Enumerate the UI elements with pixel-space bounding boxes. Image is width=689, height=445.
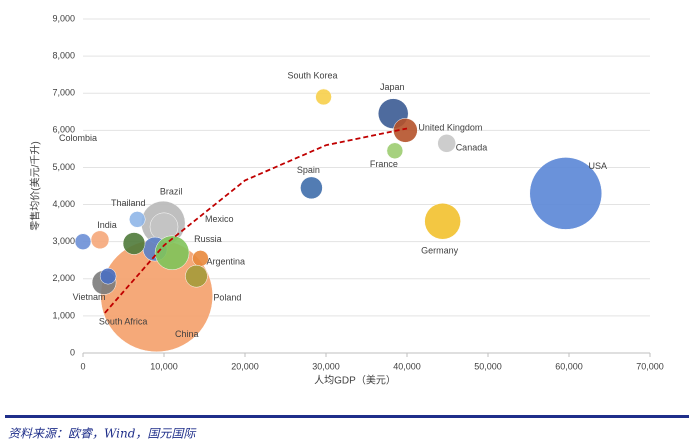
- bubble: [129, 211, 146, 228]
- bubble-label: Vietnam: [73, 292, 106, 302]
- bubble: [437, 134, 456, 153]
- y-tick-label: 3,000: [52, 236, 75, 246]
- bubble: [424, 203, 461, 240]
- x-axis-label: 人均GDP（美元）: [314, 374, 396, 387]
- x-tick-label: 0: [80, 361, 85, 371]
- bubble-label: Brazil: [160, 186, 183, 196]
- bubble-label: South Africa: [99, 317, 148, 327]
- bubble: [99, 267, 117, 285]
- x-tick-label: 50,000: [474, 361, 502, 371]
- bubble: [122, 232, 146, 255]
- y-tick-label: 9,000: [52, 13, 75, 23]
- bubble-label: Colombia: [59, 133, 97, 143]
- y-tick-label: 6,000: [52, 125, 75, 135]
- bubble-label: United Kingdom: [418, 123, 482, 133]
- y-tick-label: 5,000: [52, 162, 75, 172]
- bubble-label: Canada: [456, 143, 488, 153]
- bubble: [74, 233, 92, 250]
- x-tick-label: 10,000: [150, 361, 178, 371]
- bubble: [529, 157, 603, 230]
- bubble: [90, 230, 110, 250]
- bubble-label: Mexico: [205, 214, 234, 224]
- x-tick-label: 60,000: [555, 361, 583, 371]
- bubble: [386, 142, 404, 159]
- y-tick-label: 7,000: [52, 88, 75, 98]
- x-tick-label: 40,000: [393, 361, 421, 371]
- bubble-label: China: [175, 329, 199, 339]
- bubble-label: Russia: [194, 234, 222, 244]
- bubble: [154, 235, 190, 271]
- y-tick-label: 2,000: [52, 273, 75, 283]
- bubble-label: India: [97, 220, 117, 230]
- bubble-label: Argentina: [206, 257, 245, 267]
- bubble-label: South Korea: [288, 70, 338, 80]
- y-tick-label: 1,000: [52, 310, 75, 320]
- bubble-label: France: [370, 159, 398, 169]
- bubble-label: Spain: [297, 165, 320, 175]
- x-tick-label: 30,000: [312, 361, 340, 371]
- bubble: [300, 176, 323, 200]
- source-note: 资料来源：欧睿，Wind，国元国际: [8, 427, 197, 441]
- divider: [5, 415, 689, 418]
- x-tick-label: 70,000: [636, 361, 664, 371]
- bubble-label: Japan: [380, 82, 405, 92]
- y-axis-label: 零售均价(美元/千升): [29, 141, 42, 230]
- y-tick-label: 4,000: [52, 199, 75, 209]
- bubble: [315, 88, 332, 106]
- bubble: [393, 118, 418, 143]
- y-tick-label: 8,000: [52, 50, 75, 60]
- bubble-label: USA: [589, 161, 608, 171]
- trendline: [104, 127, 408, 314]
- bubble-label: Thailand: [111, 198, 146, 208]
- x-tick-label: 20,000: [231, 361, 259, 371]
- bubble: [185, 264, 208, 288]
- bubble-label: Germany: [421, 246, 459, 256]
- y-tick-label: 0: [70, 347, 75, 357]
- bubble-label: Poland: [213, 293, 241, 303]
